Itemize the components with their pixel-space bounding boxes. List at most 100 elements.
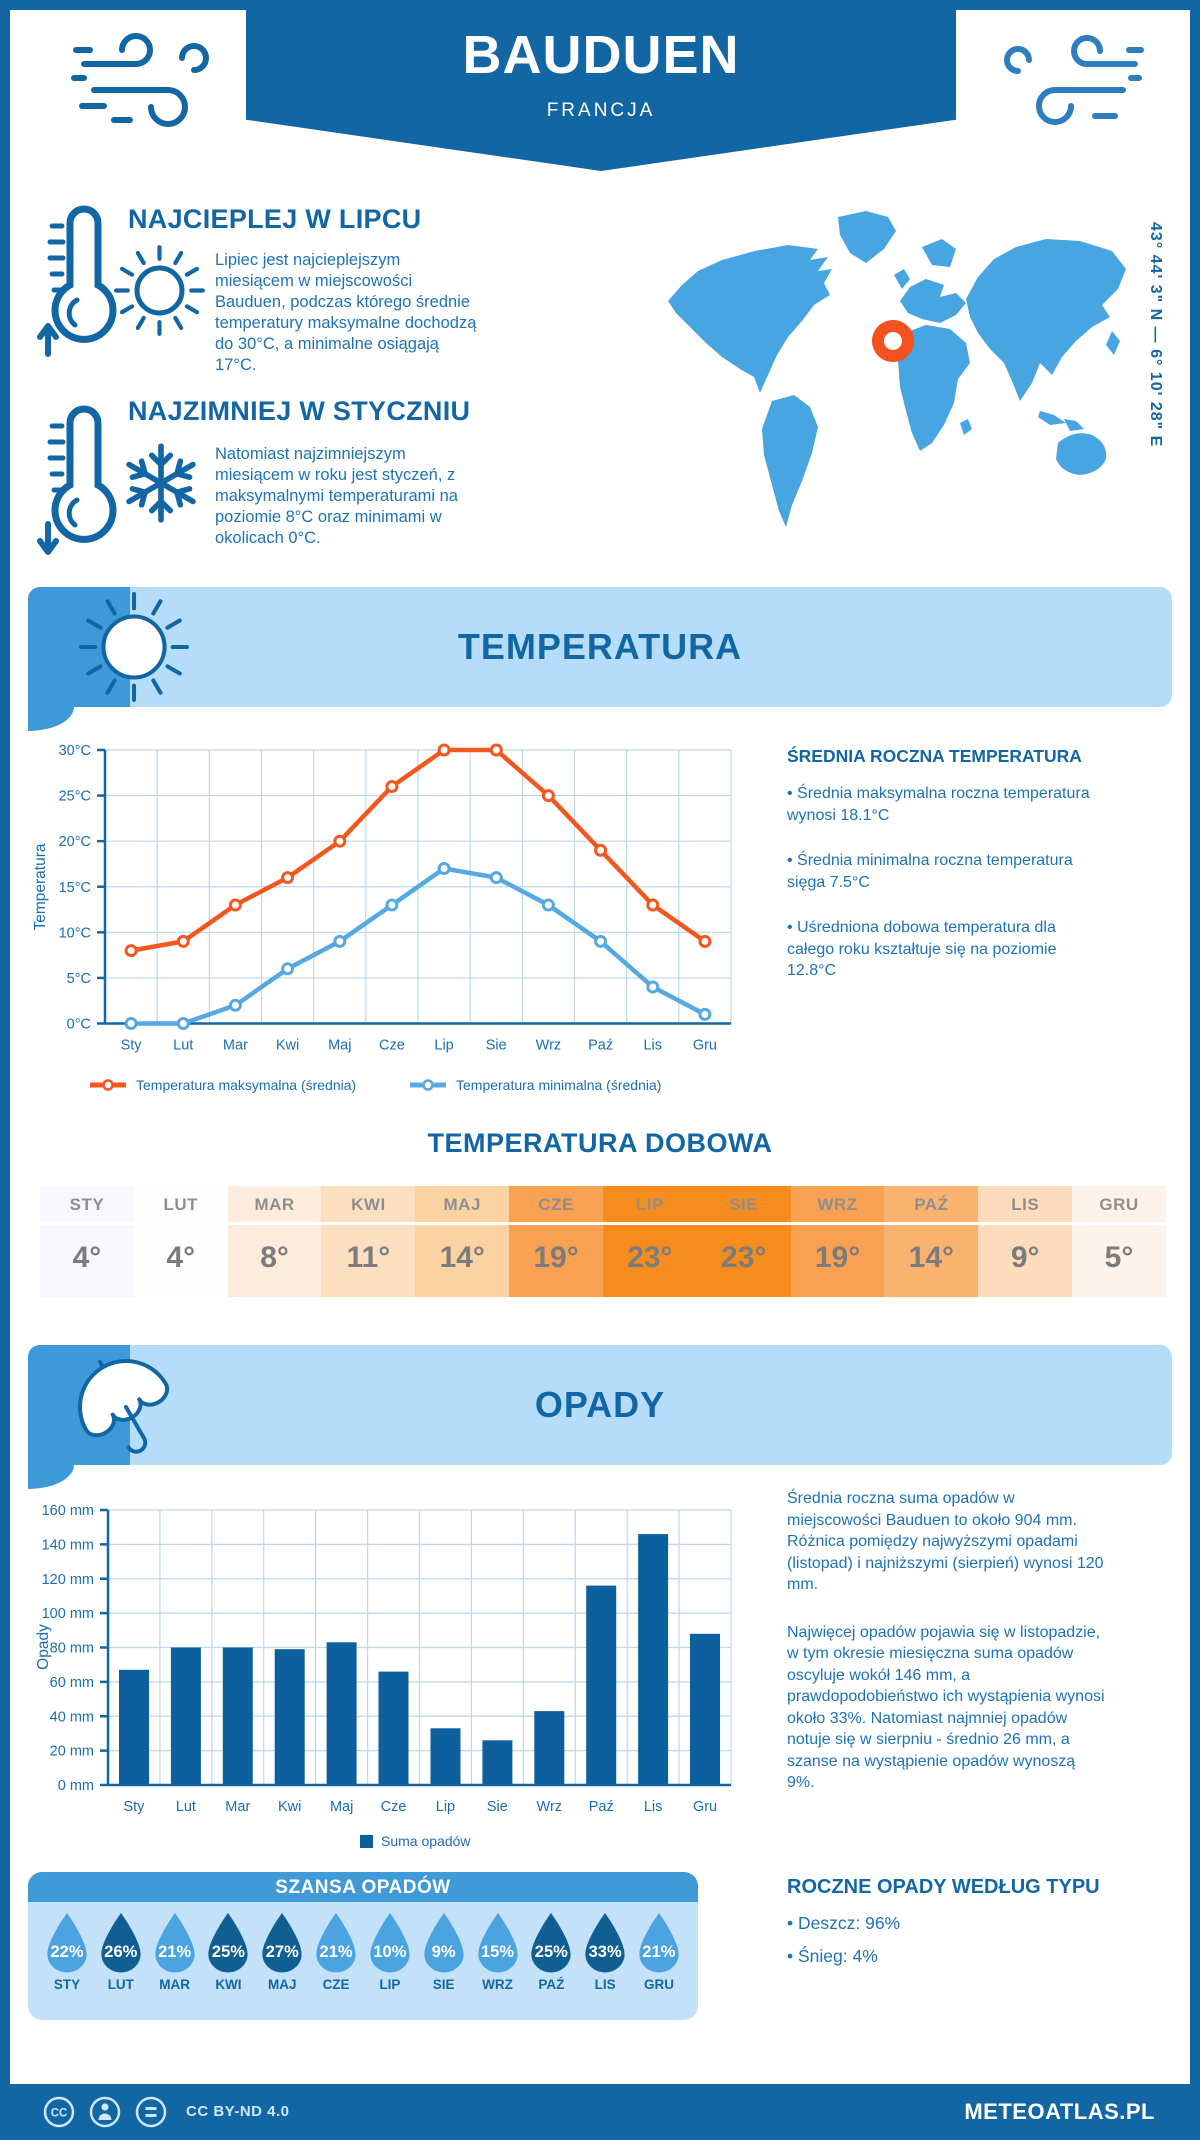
svg-text:Paź: Paź [588,1038,613,1054]
country-label: FRANCJA [546,100,656,121]
coldest-text: Natomiast najzimniejszym miesiącem w rok… [215,445,458,547]
precip-chance-droplet: 10% LIP [367,1912,413,1992]
svg-text:Opady: Opady [35,1624,52,1670]
precip-chance-value: 25% [211,1943,245,1961]
table-divider [40,1222,1166,1225]
warmest-text: Lipiec jest najcieplejszym miesiącem w m… [215,251,477,374]
daily-temp-cell: SIE 23° [696,1186,791,1297]
daily-temp-month: CZE [538,1195,574,1214]
frame-right [1190,0,1200,2140]
precip-chance-droplet: 21% MAR [152,1912,198,1992]
precip-chance-value: 22% [50,1943,84,1961]
daily-temp-cell: MAJ 14° [415,1186,510,1297]
svg-text:Mar: Mar [223,1038,248,1054]
precip-chance-value: 21% [158,1943,192,1961]
precip-chance-droplet: 33% LIS [582,1912,628,1992]
precip-chance-month: LUT [107,1977,134,1992]
banner-fold [28,707,74,731]
svg-text:Maj: Maj [328,1038,351,1054]
stat-min: • Średnia minimalna roczna temperatura s… [787,852,1073,891]
daily-temp-month: MAJ [443,1195,481,1214]
svg-text:Sie: Sie [486,1038,507,1054]
warmest-title: NAJCIEPLEJ W LIPCU [128,204,422,234]
svg-text:Maj: Maj [330,1799,353,1815]
daily-temp-month: WRZ [817,1195,858,1214]
daily-temp-cell: LUT 4° [133,1186,228,1297]
svg-text:160 mm: 160 mm [42,1503,94,1519]
daily-temp-value: 19° [814,1241,861,1274]
precip-chance-droplet: 15% WRZ [475,1912,521,1992]
daily-temp-value: 8° [260,1241,289,1274]
precip-chance-month: MAR [159,1977,190,1992]
svg-text:Paź: Paź [589,1799,614,1815]
svg-text:Lut: Lut [176,1799,196,1815]
droplet-icon [370,1913,410,1973]
svg-text:CC: CC [51,2108,68,2120]
snowflake-icon [126,443,196,523]
daily-temp-cell: MAR 8° [227,1186,322,1297]
precip-chance-droplet: 21% GRU [636,1912,682,1992]
precipitation-chart: 0 mm 20 mm 40 mm 60 mm 80 mm 100 mm 120 mm 140 … [35,1503,732,1849]
stat-avg: • Uśredniona dobowa temperatura dla całe… [787,919,1057,979]
daily-temp-cell: STY 4° [40,1186,134,1297]
precip-chance-month: PAŹ [538,1977,565,1992]
thermometer-down-icon [37,405,117,555]
precip-chance-droplet: 27% MAJ [259,1912,305,1992]
droplet-icon [585,1913,625,1973]
precip-chance-month: LIS [594,1977,616,1992]
daily-temp-value: 11° [346,1241,391,1274]
droplet-icon [47,1913,87,1973]
wind-icon [71,33,209,127]
precipitation-banner-title: OPADY [534,1384,666,1425]
daily-temp-title: TEMPERATURA DOBOWA [427,1128,773,1158]
svg-text:140 mm: 140 mm [42,1537,94,1553]
svg-text:Sie: Sie [487,1799,508,1815]
daily-temp-value: 14° [439,1241,485,1274]
precip-chance-droplet: 22% STY [44,1912,90,1992]
precip-chance-month: STY [53,1977,81,1992]
temperature-stats-title: ŚREDNIA ROCZNA TEMPERATURA [787,746,1082,766]
daily-temp-value: 9° [1010,1241,1040,1274]
precip-paragraph-2: Najwięcej opadów pojawia się w listopadz… [787,1623,1105,1792]
precip-chance-value: 25% [534,1943,568,1961]
precip-chance-value: 21% [642,1943,676,1961]
daily-temp-month: GRU [1099,1195,1139,1214]
svg-text:Lis: Lis [644,1799,663,1815]
svg-text:10°C: 10°C [59,925,91,941]
droplet-icon [424,1913,464,1973]
precip-chance-value: 27% [265,1943,299,1961]
droplet-icon [154,1913,195,1973]
svg-text:Gru: Gru [693,1038,717,1054]
daily-temp-value: 23° [721,1241,767,1274]
precip-chance-droplet: 25% PAŹ [528,1912,574,1992]
precip-chance-droplet: 21% CZE [313,1912,359,1992]
svg-text:Lip: Lip [434,1038,453,1054]
precip-chance-droplet: 25% KWI [205,1912,251,1992]
daily-temp-value: 4° [72,1241,102,1274]
sun-icon [114,245,205,336]
svg-text:Cze: Cze [379,1038,405,1054]
svg-text:0°C: 0°C [67,1017,91,1033]
svg-text:Mar: Mar [225,1799,250,1815]
daily-temp-month: LIS [1011,1195,1040,1214]
droplet-icon [101,1913,141,1973]
precip-chance-title: SZANSA OPADÓW [28,1872,698,1902]
svg-text:60 mm: 60 mm [50,1675,94,1691]
droplet-icon [531,1913,571,1973]
precip-paragraph-1: Średnia roczna suma opadów w miejscowośc… [787,1490,1104,1593]
precip-chance-value: 9% [431,1943,456,1961]
precip-chance-value: 26% [104,1943,138,1961]
coldest-title: NAJZIMNIEJ W STYCZNIU [128,396,471,426]
precip-chance-droplet: 9% SIE [421,1912,467,1992]
daily-temp-value: 5° [1104,1241,1134,1274]
daily-temp-month: LIP [635,1195,664,1214]
thermometer-up-icon [37,205,117,357]
precip-chance-month: SIE [432,1977,455,1992]
frame-left [0,0,10,2140]
temperature-chart: 0°C 5°C 10°C 15°C 20°C 25°C 30°C Sty Lut Mar Kwi Ma… [32,743,732,1093]
coordinates-label: 43° 44' 3" N — 6° 10' 28" E [1147,222,1164,448]
temperature-stats-panel: ŚREDNIA ROCZNA TEMPERATURA • Średnia mak… [787,746,1097,1006]
svg-text:Wrz: Wrz [536,1038,562,1054]
svg-text:Lip: Lip [436,1799,455,1815]
